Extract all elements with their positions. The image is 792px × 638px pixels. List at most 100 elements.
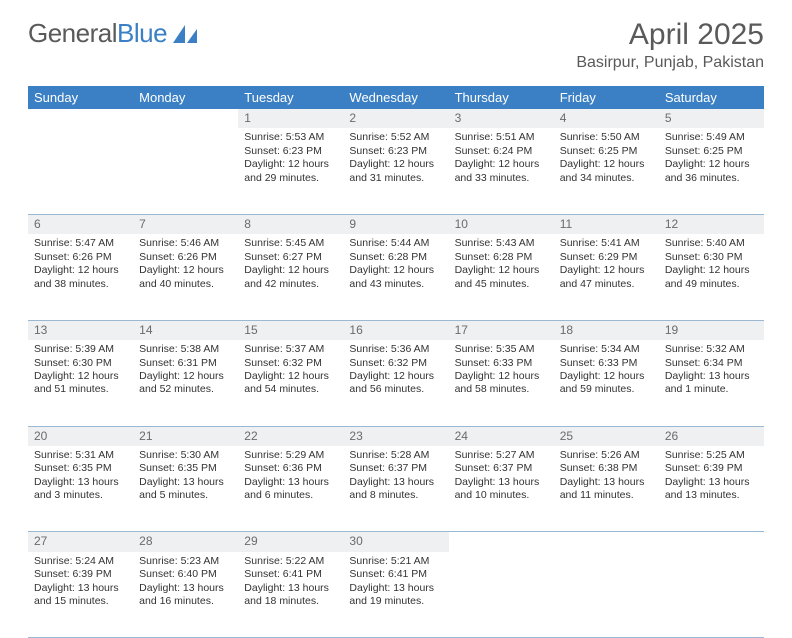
sunset-text: Sunset: 6:25 PM — [560, 145, 653, 158]
daylight-text: Daylight: 13 hours and 5 minutes. — [139, 476, 232, 503]
daylight-text: Daylight: 12 hours and 59 minutes. — [560, 370, 653, 397]
calendar-table: SundayMondayTuesdayWednesdayThursdayFrid… — [28, 86, 764, 638]
day-cell: Sunrise: 5:30 AMSunset: 6:35 PMDaylight:… — [133, 446, 238, 532]
sunrise-text: Sunrise: 5:47 AM — [34, 237, 127, 250]
day-cell: Sunrise: 5:38 AMSunset: 6:31 PMDaylight:… — [133, 340, 238, 426]
sunrise-text: Sunrise: 5:31 AM — [34, 449, 127, 462]
day-number-row: 6789101112 — [28, 214, 764, 234]
day-number-cell: 27 — [28, 532, 133, 552]
day-number-cell: 15 — [238, 320, 343, 340]
day-cell-text: Sunrise: 5:41 AMSunset: 6:29 PMDaylight:… — [554, 234, 659, 295]
sunrise-text: Sunrise: 5:51 AM — [455, 131, 548, 144]
day-number-cell: 19 — [659, 320, 764, 340]
day-number-cell: 16 — [343, 320, 448, 340]
logo-sail-icon — [171, 23, 199, 45]
day-cell: Sunrise: 5:29 AMSunset: 6:36 PMDaylight:… — [238, 446, 343, 532]
sunrise-text: Sunrise: 5:21 AM — [349, 555, 442, 568]
day-cell-text: Sunrise: 5:38 AMSunset: 6:31 PMDaylight:… — [133, 340, 238, 401]
sunrise-text: Sunrise: 5:46 AM — [139, 237, 232, 250]
calendar-weekday-header: SundayMondayTuesdayWednesdayThursdayFrid… — [28, 86, 764, 109]
day-cell: Sunrise: 5:36 AMSunset: 6:32 PMDaylight:… — [343, 340, 448, 426]
day-number-cell — [28, 109, 133, 128]
daylight-text: Daylight: 12 hours and 54 minutes. — [244, 370, 337, 397]
day-number-cell — [449, 532, 554, 552]
day-number-cell: 18 — [554, 320, 659, 340]
day-number-row: 13141516171819 — [28, 320, 764, 340]
day-cell-text: Sunrise: 5:23 AMSunset: 6:40 PMDaylight:… — [133, 552, 238, 613]
sunset-text: Sunset: 6:40 PM — [139, 568, 232, 581]
day-cell-text: Sunrise: 5:32 AMSunset: 6:34 PMDaylight:… — [659, 340, 764, 401]
sunrise-text: Sunrise: 5:30 AM — [139, 449, 232, 462]
day-cell-text: Sunrise: 5:35 AMSunset: 6:33 PMDaylight:… — [449, 340, 554, 401]
sunset-text: Sunset: 6:29 PM — [560, 251, 653, 264]
sunrise-text: Sunrise: 5:22 AM — [244, 555, 337, 568]
day-number-row: 12345 — [28, 109, 764, 128]
day-number-cell — [659, 532, 764, 552]
sunrise-text: Sunrise: 5:52 AM — [349, 131, 442, 144]
day-cell-text: Sunrise: 5:21 AMSunset: 6:41 PMDaylight:… — [343, 552, 448, 613]
day-cell: Sunrise: 5:43 AMSunset: 6:28 PMDaylight:… — [449, 234, 554, 320]
day-cell: Sunrise: 5:21 AMSunset: 6:41 PMDaylight:… — [343, 552, 448, 638]
daylight-text: Daylight: 13 hours and 18 minutes. — [244, 582, 337, 609]
daylight-text: Daylight: 13 hours and 8 minutes. — [349, 476, 442, 503]
day-cell: Sunrise: 5:31 AMSunset: 6:35 PMDaylight:… — [28, 446, 133, 532]
day-cell — [554, 552, 659, 638]
day-cell-text: Sunrise: 5:37 AMSunset: 6:32 PMDaylight:… — [238, 340, 343, 401]
daylight-text: Daylight: 12 hours and 45 minutes. — [455, 264, 548, 291]
day-number-cell: 7 — [133, 214, 238, 234]
day-cell: Sunrise: 5:27 AMSunset: 6:37 PMDaylight:… — [449, 446, 554, 532]
sunset-text: Sunset: 6:32 PM — [244, 357, 337, 370]
sunset-text: Sunset: 6:37 PM — [349, 462, 442, 475]
day-cell — [28, 128, 133, 214]
sunset-text: Sunset: 6:41 PM — [349, 568, 442, 581]
day-cell: Sunrise: 5:39 AMSunset: 6:30 PMDaylight:… — [28, 340, 133, 426]
daylight-text: Daylight: 12 hours and 56 minutes. — [349, 370, 442, 397]
weekday-header: Sunday — [28, 86, 133, 109]
day-cell: Sunrise: 5:41 AMSunset: 6:29 PMDaylight:… — [554, 234, 659, 320]
day-number-cell: 25 — [554, 426, 659, 446]
daylight-text: Daylight: 13 hours and 3 minutes. — [34, 476, 127, 503]
sunrise-text: Sunrise: 5:45 AM — [244, 237, 337, 250]
sunrise-text: Sunrise: 5:41 AM — [560, 237, 653, 250]
title-block: April 2025 Basirpur, Punjab, Pakistan — [576, 18, 764, 72]
day-number-cell: 6 — [28, 214, 133, 234]
daylight-text: Daylight: 13 hours and 10 minutes. — [455, 476, 548, 503]
day-cell-text: Sunrise: 5:39 AMSunset: 6:30 PMDaylight:… — [28, 340, 133, 401]
day-cell-text: Sunrise: 5:53 AMSunset: 6:23 PMDaylight:… — [238, 128, 343, 189]
day-cell — [449, 552, 554, 638]
day-number-cell: 4 — [554, 109, 659, 128]
sunset-text: Sunset: 6:37 PM — [455, 462, 548, 475]
sunset-text: Sunset: 6:35 PM — [34, 462, 127, 475]
logo-text-b: Blue — [117, 18, 167, 49]
sunset-text: Sunset: 6:26 PM — [139, 251, 232, 264]
day-cell-text: Sunrise: 5:44 AMSunset: 6:28 PMDaylight:… — [343, 234, 448, 295]
day-cell-text: Sunrise: 5:45 AMSunset: 6:27 PMDaylight:… — [238, 234, 343, 295]
daylight-text: Daylight: 12 hours and 42 minutes. — [244, 264, 337, 291]
daylight-text: Daylight: 12 hours and 47 minutes. — [560, 264, 653, 291]
day-number-row: 27282930 — [28, 532, 764, 552]
day-cell-text: Sunrise: 5:34 AMSunset: 6:33 PMDaylight:… — [554, 340, 659, 401]
month-title: April 2025 — [576, 18, 764, 52]
day-cell: Sunrise: 5:26 AMSunset: 6:38 PMDaylight:… — [554, 446, 659, 532]
sunset-text: Sunset: 6:33 PM — [560, 357, 653, 370]
daylight-text: Daylight: 12 hours and 51 minutes. — [34, 370, 127, 397]
logo-text-a: General — [28, 18, 117, 49]
sunrise-text: Sunrise: 5:39 AM — [34, 343, 127, 356]
day-content-row: Sunrise: 5:53 AMSunset: 6:23 PMDaylight:… — [28, 128, 764, 214]
day-number-cell: 14 — [133, 320, 238, 340]
sunrise-text: Sunrise: 5:28 AM — [349, 449, 442, 462]
daylight-text: Daylight: 12 hours and 49 minutes. — [665, 264, 758, 291]
sunset-text: Sunset: 6:32 PM — [349, 357, 442, 370]
day-cell-text: Sunrise: 5:30 AMSunset: 6:35 PMDaylight:… — [133, 446, 238, 507]
sunrise-text: Sunrise: 5:40 AM — [665, 237, 758, 250]
sunrise-text: Sunrise: 5:32 AM — [665, 343, 758, 356]
daylight-text: Daylight: 12 hours and 29 minutes. — [244, 158, 337, 185]
day-cell: Sunrise: 5:47 AMSunset: 6:26 PMDaylight:… — [28, 234, 133, 320]
sunset-text: Sunset: 6:39 PM — [665, 462, 758, 475]
day-cell-text: Sunrise: 5:27 AMSunset: 6:37 PMDaylight:… — [449, 446, 554, 507]
sunset-text: Sunset: 6:25 PM — [665, 145, 758, 158]
day-cell-text: Sunrise: 5:40 AMSunset: 6:30 PMDaylight:… — [659, 234, 764, 295]
calendar-body: 12345Sunrise: 5:53 AMSunset: 6:23 PMDayl… — [28, 109, 764, 638]
daylight-text: Daylight: 12 hours and 36 minutes. — [665, 158, 758, 185]
day-number-cell: 30 — [343, 532, 448, 552]
